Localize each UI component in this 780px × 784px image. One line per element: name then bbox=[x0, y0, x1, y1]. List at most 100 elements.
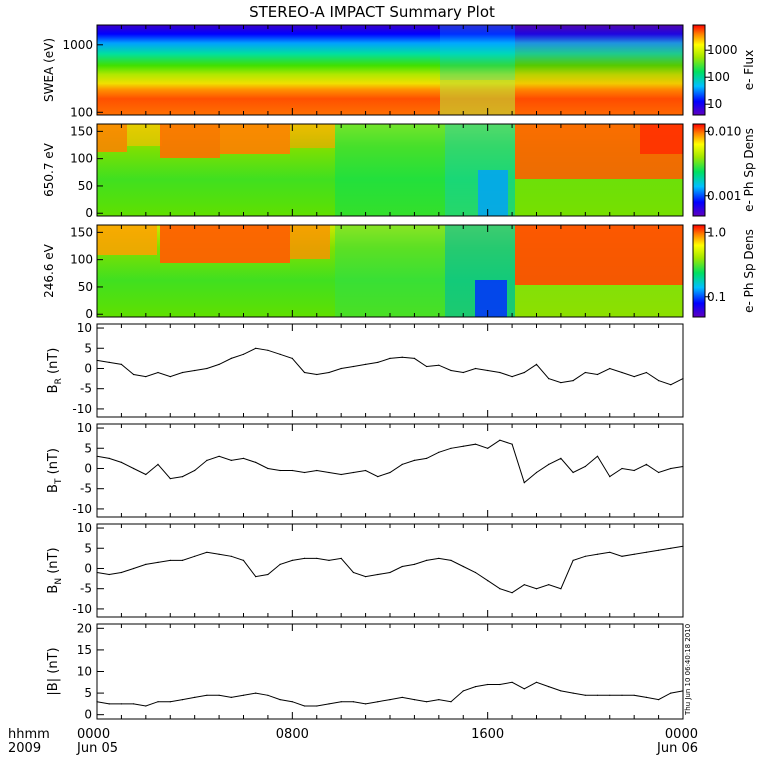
data-point bbox=[255, 576, 257, 578]
data-point bbox=[157, 371, 159, 374]
data-point bbox=[535, 363, 538, 365]
data-point bbox=[230, 357, 232, 359]
data-point bbox=[438, 364, 440, 366]
ylabel-unit: (nT) bbox=[46, 348, 61, 378]
cbar-label: e- Ph Sp Dens bbox=[742, 229, 756, 313]
data-point bbox=[438, 451, 440, 453]
data-point bbox=[255, 461, 257, 463]
data-point bbox=[499, 371, 501, 374]
data-point bbox=[487, 580, 489, 582]
data-point bbox=[194, 555, 196, 557]
data-point bbox=[291, 357, 293, 359]
pad-650-spectrogram bbox=[97, 124, 683, 216]
data-point bbox=[377, 573, 379, 576]
data-point bbox=[621, 467, 623, 470]
series-line-bt bbox=[96, 439, 684, 484]
colorbars bbox=[692, 24, 706, 318]
data-point bbox=[572, 380, 574, 382]
data-point bbox=[596, 694, 599, 696]
data-point bbox=[169, 701, 171, 703]
data-point bbox=[511, 681, 513, 683]
data-point bbox=[450, 447, 452, 449]
data-point bbox=[438, 699, 440, 701]
data-point bbox=[535, 588, 538, 590]
ylabel-unit: (nT) bbox=[46, 547, 61, 577]
spec-ytick-label: 150 bbox=[70, 124, 93, 138]
spectrogram-labels: 1000 100 SWEA (eV) 150 100 50 0 650.7 eV 150 100 5… bbox=[42, 25, 684, 321]
ytick-label: 10 bbox=[77, 421, 92, 435]
data-point bbox=[670, 467, 672, 470]
data-point bbox=[206, 694, 208, 696]
data-point bbox=[548, 584, 550, 586]
data-point bbox=[352, 701, 354, 703]
data-point bbox=[206, 551, 208, 553]
data-point bbox=[145, 473, 147, 476]
data-point bbox=[596, 553, 599, 555]
data-point bbox=[584, 371, 586, 374]
data-point bbox=[658, 380, 660, 382]
cbar-label: e- Flux bbox=[742, 50, 756, 90]
cbar-tick-label: 1.0 bbox=[707, 225, 726, 239]
data-point bbox=[621, 371, 623, 374]
data-point bbox=[572, 559, 574, 562]
panel-bt: 10 5 0 -5 -10 BT (nT) bbox=[46, 421, 684, 518]
ylabel-main: |B| bbox=[46, 678, 61, 696]
data-point bbox=[474, 443, 477, 445]
data-point bbox=[401, 356, 403, 358]
data-point bbox=[658, 549, 660, 551]
data-point bbox=[328, 559, 330, 562]
panel-ylabel: BN (nT) bbox=[46, 547, 64, 593]
data-point bbox=[303, 557, 306, 560]
data-point bbox=[218, 363, 220, 365]
data-point bbox=[303, 371, 306, 374]
data-point bbox=[316, 557, 318, 560]
data-point bbox=[181, 371, 184, 374]
data-point bbox=[511, 443, 513, 445]
spec-ytick-label: 50 bbox=[78, 179, 93, 193]
xtick-date-label: Jun 06 bbox=[656, 741, 698, 756]
data-point bbox=[230, 459, 232, 461]
data-point bbox=[316, 373, 318, 376]
data-point bbox=[108, 573, 110, 576]
data-point bbox=[377, 361, 379, 363]
spec-ytick-label: 100 bbox=[70, 105, 93, 119]
data-point bbox=[426, 457, 428, 459]
ytick-label: -5 bbox=[80, 382, 92, 396]
data-point bbox=[609, 694, 611, 696]
ytick-label: -10 bbox=[72, 502, 92, 516]
data-point bbox=[96, 455, 98, 457]
data-point bbox=[596, 373, 599, 376]
panel-br: 10 5 0 -5 -10 BR (nT) bbox=[46, 321, 684, 418]
data-point bbox=[352, 365, 354, 368]
data-point bbox=[169, 478, 171, 480]
data-point bbox=[340, 473, 342, 476]
ytick-label: 5 bbox=[84, 686, 92, 700]
cbar-tick-label: 0.1 bbox=[707, 290, 726, 304]
data-point bbox=[181, 699, 184, 701]
data-point bbox=[682, 690, 684, 692]
data-point bbox=[267, 467, 269, 470]
series-line-br bbox=[96, 347, 684, 386]
data-point bbox=[133, 467, 135, 470]
data-point bbox=[133, 567, 135, 570]
data-point bbox=[206, 367, 208, 370]
data-point bbox=[194, 369, 196, 372]
data-point bbox=[621, 694, 623, 696]
data-point bbox=[658, 699, 660, 701]
data-point bbox=[340, 367, 342, 370]
data-point bbox=[438, 557, 440, 560]
data-point bbox=[596, 455, 599, 457]
data-point bbox=[523, 688, 525, 690]
xtick-label: 0800 bbox=[276, 727, 309, 742]
data-point bbox=[365, 703, 367, 705]
data-point bbox=[291, 469, 293, 472]
data-point bbox=[316, 469, 318, 472]
panel-frame bbox=[96, 423, 684, 518]
data-point bbox=[584, 465, 586, 468]
cbar-tick-label: 0.001 bbox=[707, 189, 741, 203]
data-point bbox=[584, 694, 586, 696]
data-point bbox=[462, 690, 464, 692]
data-point bbox=[645, 371, 648, 374]
data-point bbox=[645, 696, 648, 699]
